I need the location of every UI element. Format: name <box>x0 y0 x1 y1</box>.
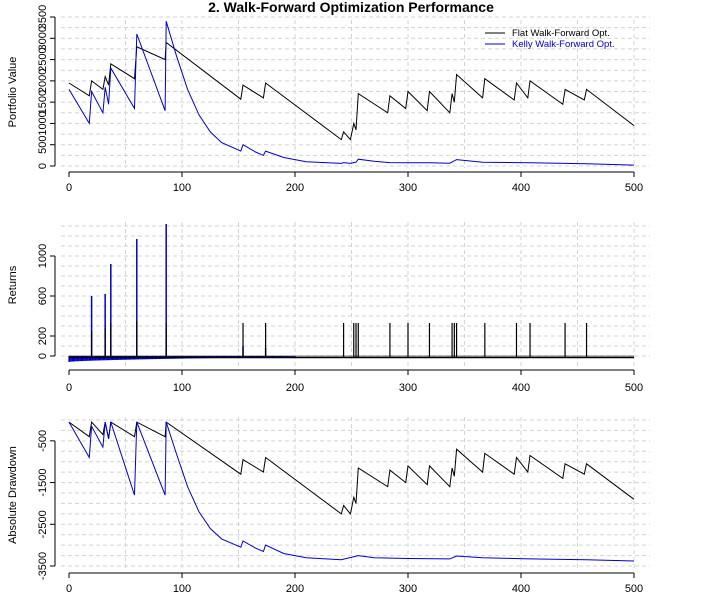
x-tick-label: 0 <box>66 583 72 595</box>
x-tick-label: 200 <box>286 382 304 394</box>
x-tick-label: 500 <box>625 182 643 194</box>
kelly-series-line <box>68 421 635 562</box>
flat-series-line <box>68 420 635 516</box>
x-tick-label: 400 <box>512 182 530 194</box>
returns-panel: 0 100 200 300 400 500 0 200 600 1000 Returns <box>7 222 650 394</box>
y-tick-label: 200 <box>37 327 49 345</box>
x-tick-label: 400 <box>512 382 530 394</box>
flat-series-line <box>68 41 635 141</box>
x-tick-label: 500 <box>625 583 643 595</box>
x-tick-label: 100 <box>173 382 191 394</box>
y-tick-label: 1000 <box>37 111 49 135</box>
y-axis-label: Portfolio Value <box>7 57 19 128</box>
y-tick-label: 1000 <box>37 244 49 268</box>
x-tick-label: 300 <box>399 382 417 394</box>
y-tick-label: 3000 <box>37 26 49 50</box>
y-tick-label: 2000 <box>37 69 49 93</box>
y-tick-label: 500 <box>37 136 49 154</box>
y-tick-label: 2500 <box>37 47 49 71</box>
y-axis-label: Returns <box>7 265 19 304</box>
y-tick-label: 3500 <box>37 5 49 29</box>
x-tick-label: 300 <box>399 583 417 595</box>
y-tick-label: -3500 <box>37 552 49 580</box>
y-tick-label: 600 <box>37 287 49 305</box>
x-tick-label: 100 <box>173 583 191 595</box>
y-tick-label: 0 <box>37 163 49 169</box>
y-tick-label: -1500 <box>37 469 49 497</box>
x-tick-label: 100 <box>173 182 191 194</box>
legend-kelly-label: Kelly Walk-Forward Opt. <box>512 39 615 50</box>
y-tick-label: 0 <box>37 353 49 359</box>
x-tick-label: 300 <box>399 182 417 194</box>
x-tick-label: 0 <box>66 182 72 194</box>
x-tick-label: 0 <box>66 382 72 394</box>
chart-title: 2. Walk-Forward Optimization Performance <box>208 0 494 15</box>
x-tick-label: 400 <box>512 583 530 595</box>
x-tick-label: 500 <box>625 382 643 394</box>
legend-flat-label: Flat Walk-Forward Opt. <box>512 28 610 39</box>
y-tick-label: 1500 <box>37 90 49 114</box>
drawdown-panel: 0 100 200 300 400 500 -500 -1500 -2500 -3500 Absol… <box>7 417 650 595</box>
y-tick-label: -2500 <box>37 510 49 538</box>
legend: Flat Walk-Forward Opt. Kelly Walk-Forwar… <box>485 28 615 50</box>
y-tick-label: -500 <box>37 430 49 452</box>
x-tick-label: 200 <box>286 182 304 194</box>
portfolio-value-panel: 0 100 200 300 400 500050010001500200025003000… <box>7 5 650 194</box>
x-tick-label: 200 <box>286 583 304 595</box>
kelly-series-line <box>68 21 635 166</box>
y-axis-label: Absolute Drawdown <box>7 446 19 544</box>
